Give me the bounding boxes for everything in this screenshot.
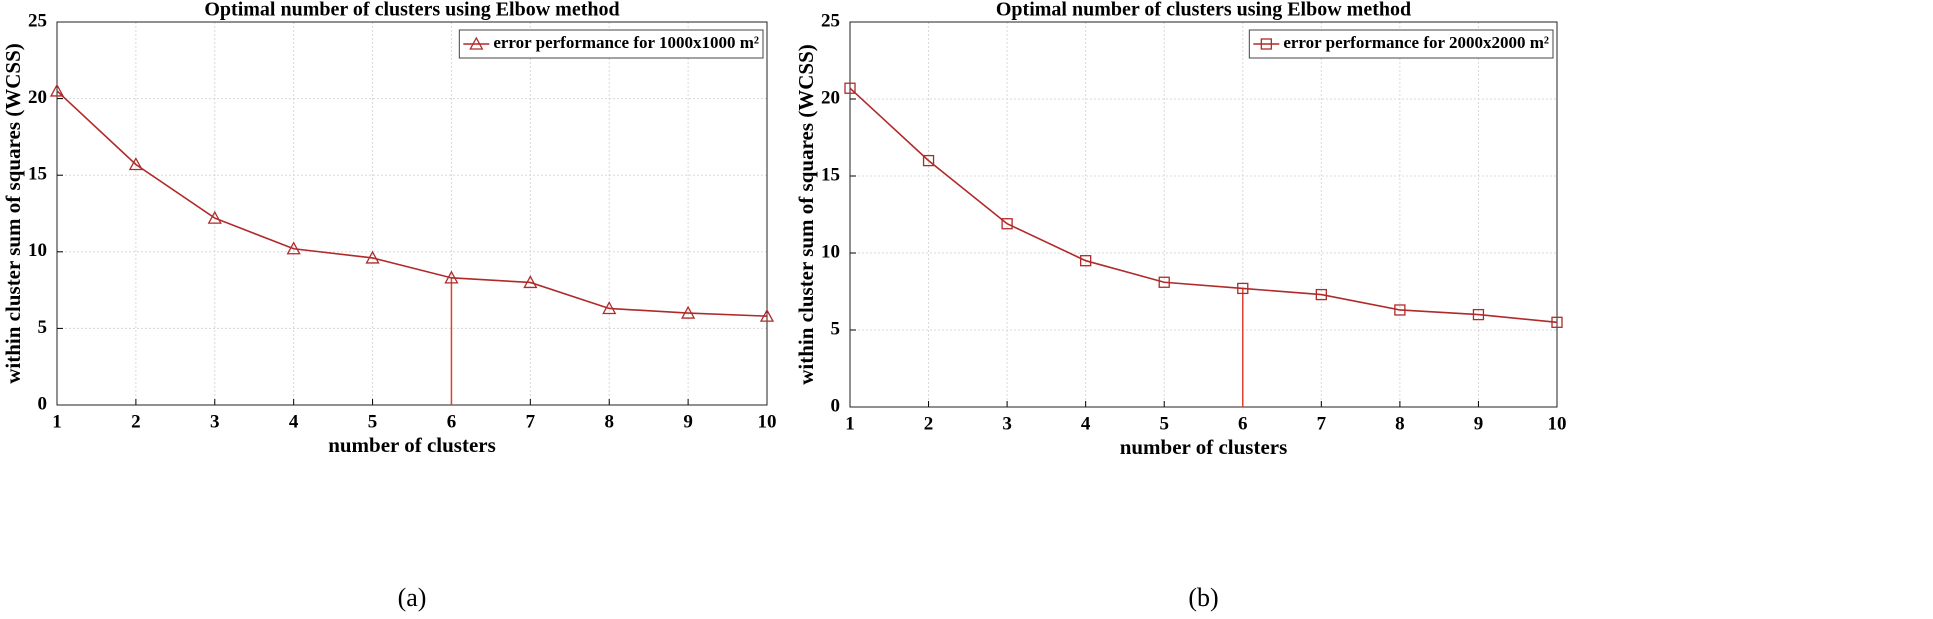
y-tick-label: 5 xyxy=(38,317,48,338)
y-tick-label: 15 xyxy=(821,164,840,185)
x-tick-label: 8 xyxy=(1395,413,1405,434)
point xyxy=(1080,255,1092,267)
x-axis-label: number of clusters xyxy=(328,433,496,457)
point xyxy=(759,308,775,322)
y-axis-label: within cluster sum of squares (WCSS) xyxy=(1,43,25,384)
legend-box xyxy=(1248,29,1554,59)
y-axis-label: within cluster sum of squares (WCSS) xyxy=(794,44,818,385)
y-tick-label: 20 xyxy=(821,87,840,108)
point xyxy=(1237,282,1249,295)
point xyxy=(602,301,617,315)
caption: (b) xyxy=(1188,583,1218,612)
series-line xyxy=(56,90,768,317)
x-tick-label: 7 xyxy=(526,411,536,432)
caption: (a) xyxy=(398,583,427,612)
x-tick-label: 7 xyxy=(1317,413,1327,434)
legend-box xyxy=(458,29,764,59)
x-tick-label: 10 xyxy=(1548,413,1567,434)
chart-title: Optimal number of clusters using Elbow m… xyxy=(996,0,1411,21)
point xyxy=(1551,316,1563,328)
point xyxy=(365,250,380,264)
legend-marker xyxy=(1260,38,1272,50)
x-tick-label: 1 xyxy=(52,411,62,432)
x-tick-label: 2 xyxy=(924,413,934,434)
y-tick-label: 5 xyxy=(831,318,841,339)
point xyxy=(922,154,935,167)
y-tick-label: 25 xyxy=(28,10,47,31)
x-tick-label: 5 xyxy=(368,411,378,432)
point xyxy=(1001,218,1013,230)
x-tick-label: 3 xyxy=(1002,413,1012,434)
point xyxy=(286,241,301,255)
x-tick-label: 6 xyxy=(1238,413,1248,434)
chart-title: Optimal number of clusters using Elbow m… xyxy=(204,0,619,21)
legend: error performance for 1000x1000 m² xyxy=(458,29,764,59)
x-tick-label: 5 xyxy=(1159,413,1169,434)
y-tick-label: 15 xyxy=(28,164,47,185)
chart: 0 5 10 15 20 25 1 2 3 4 5 6 7 8 9 10 Optimal number of c… xyxy=(1,0,777,612)
point xyxy=(49,83,65,97)
x-tick-label: 3 xyxy=(210,411,220,432)
x-axis-label: number of clusters xyxy=(1120,435,1288,459)
x-tick-label: 8 xyxy=(604,411,614,432)
y-tick-label: 0 xyxy=(831,395,841,416)
x-tick-label: 1 xyxy=(845,413,855,434)
point xyxy=(1472,308,1485,321)
plot-frame xyxy=(56,21,768,406)
legend-label: error performance for 2000x2000 m² xyxy=(1283,33,1549,52)
point xyxy=(844,82,856,94)
y-tick-label: 10 xyxy=(821,241,840,262)
legend: error performance for 2000x2000 m² xyxy=(1248,29,1554,59)
y-tick-label: 25 xyxy=(821,10,840,31)
y-tick-label: 0 xyxy=(38,393,48,414)
x-tick-label: 9 xyxy=(1474,413,1484,434)
point xyxy=(1394,304,1406,316)
series-line xyxy=(849,87,1558,324)
point xyxy=(207,210,222,224)
point xyxy=(1158,276,1170,288)
x-tick-label: 10 xyxy=(758,411,777,432)
x-tick-label: 2 xyxy=(131,411,141,432)
point xyxy=(1315,288,1327,301)
legend-label: error performance for 1000x1000 m² xyxy=(493,33,759,52)
x-tick-label: 4 xyxy=(289,411,299,432)
point xyxy=(128,157,143,171)
chart: 0 5 10 15 20 25 1 2 3 4 5 6 7 8 9 10 Optimal number of c… xyxy=(794,0,1567,612)
y-tick-label: 20 xyxy=(28,87,47,108)
point xyxy=(444,270,459,284)
x-tick-label: 6 xyxy=(447,411,457,432)
x-tick-label: 9 xyxy=(683,411,693,432)
plot-frame xyxy=(849,21,1558,408)
x-tick-label: 4 xyxy=(1081,413,1091,434)
point xyxy=(523,275,538,289)
legend-marker xyxy=(469,36,484,50)
y-tick-label: 10 xyxy=(28,240,47,261)
point xyxy=(681,305,696,319)
